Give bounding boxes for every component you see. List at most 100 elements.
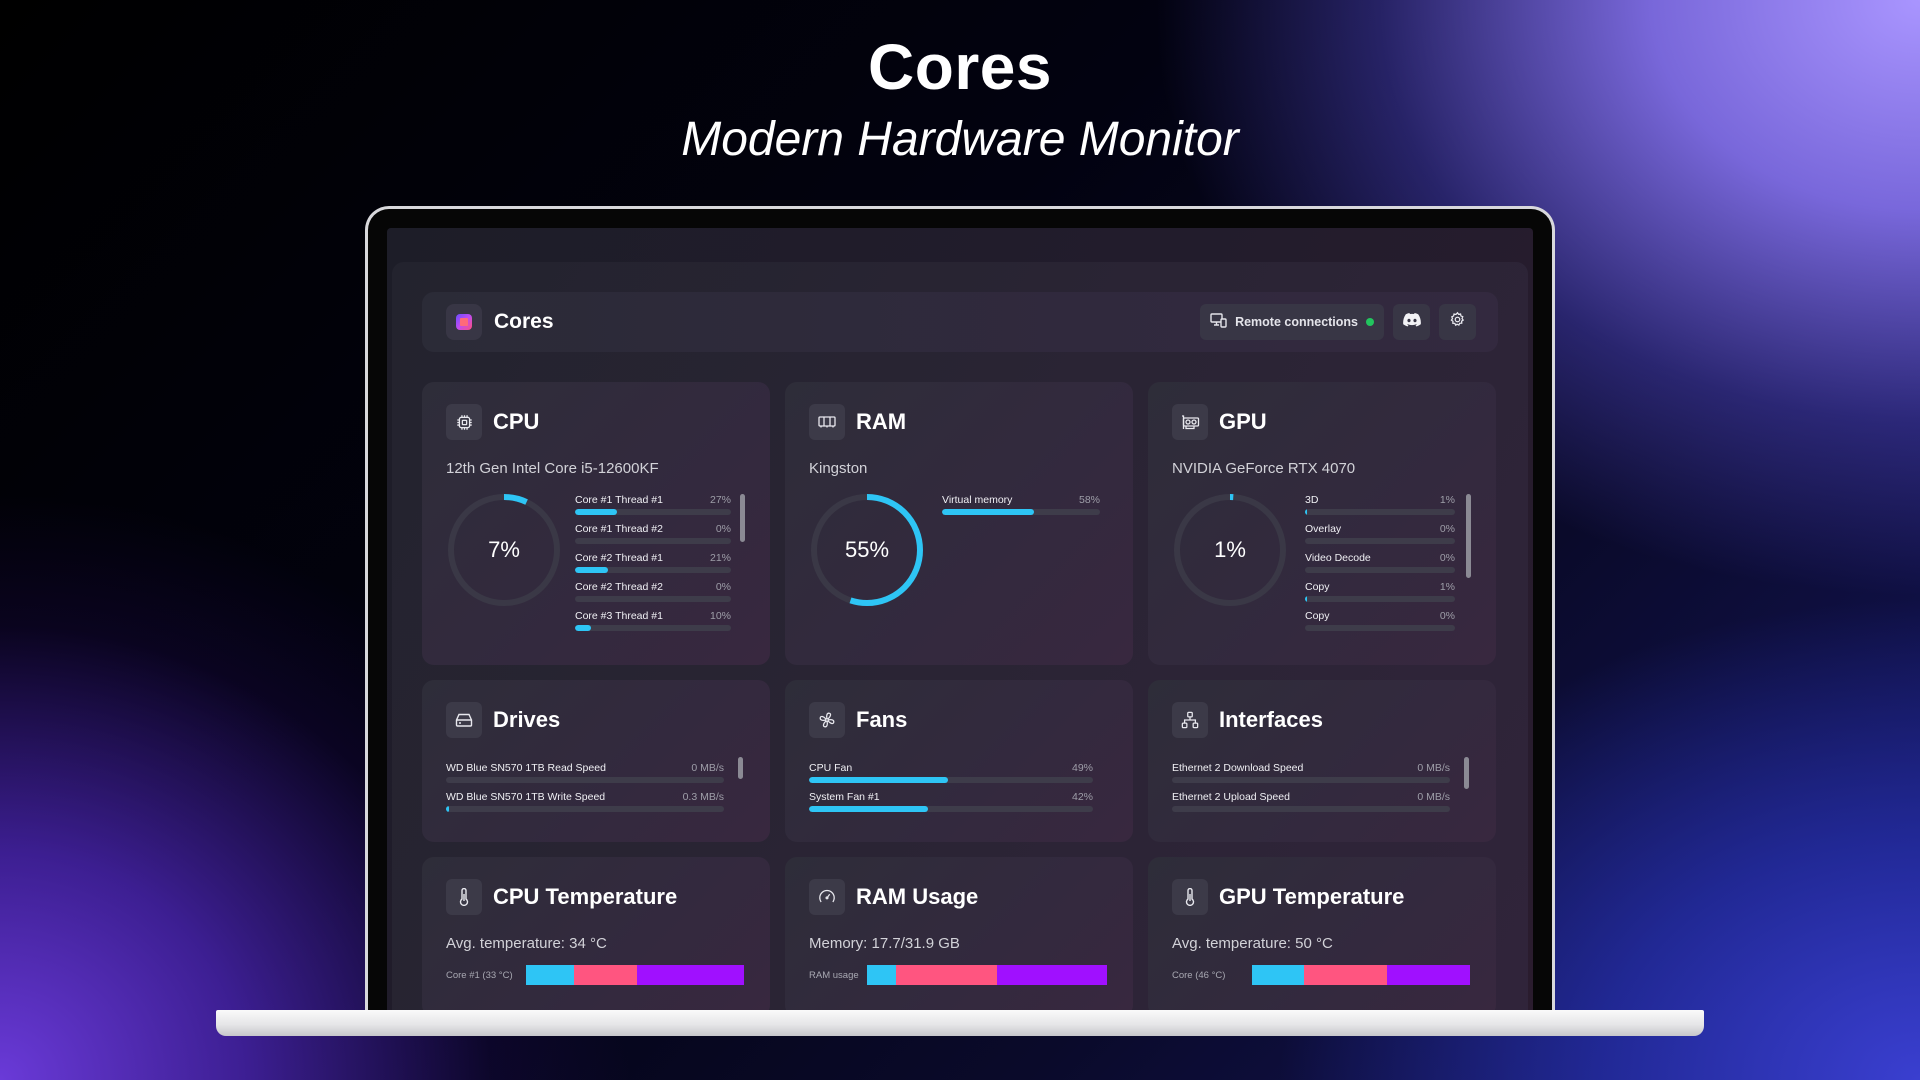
interfaces-card: Interfaces Ethernet 2 Download Speed 0 MB… [1148,680,1496,842]
ram-usage-card: RAM Usage Memory: 17.7/31.9 GB RAM usage [785,857,1133,1016]
drives-scrollbar[interactable] [738,757,743,779]
app-window: Cores Remote connections [392,262,1528,1016]
segment-low [867,965,896,985]
bar-value: 27% [709,494,731,506]
bar-label: Core #2 Thread #2 [575,581,663,593]
progress-track [942,509,1100,515]
progress-track [575,509,731,515]
list-item: Copy 0% [1305,610,1455,639]
bar-label: Ethernet 2 Upload Speed [1172,791,1290,803]
drives-list: WD Blue SN570 1TB Read Speed 0 MB/s WD Blu… [446,762,724,820]
remote-connections-label: Remote connections [1235,315,1358,329]
progress-track [1305,567,1455,573]
ram-card: RAM Kingston 55% Virtual memory 58% [785,382,1133,665]
drives-title: Drives [493,707,561,732]
list-item: Ethernet 2 Upload Speed 0 MB/s [1172,791,1450,820]
fan-icon [809,702,845,738]
bar-value: 0 MB/s [1417,762,1450,774]
app-titlebar: Cores Remote connections [422,292,1498,352]
segment-mid [573,965,638,985]
cpu-core-temp-label: Core #1 (33 °C) [446,970,513,981]
ram-vendor: Kingston [809,460,868,477]
discord-icon [1402,312,1421,332]
progress-track [1305,596,1455,602]
laptop-base [216,1010,1704,1036]
cpu-model: 12th Gen Intel Core i5-12600KF [446,460,659,477]
memory-module-icon [809,404,845,440]
bar-value: 0% [1439,610,1455,622]
progress-track [446,777,724,783]
bar-value: 10% [709,610,731,622]
gpu-engine-scrollbar[interactable] [1466,494,1471,578]
bar-value: 0% [1439,552,1455,564]
progress-track [575,538,731,544]
bar-label: Core #1 Thread #2 [575,523,663,535]
list-item: System Fan #1 42% [809,791,1093,820]
list-item: Core #1 Thread #2 0% [575,523,731,552]
cpu-usage-gauge: 7% [444,490,564,610]
gpu-title: GPU [1219,409,1267,434]
hero-title: Cores [868,31,1052,103]
settings-button[interactable] [1439,304,1476,340]
hero-subtitle: Modern Hardware Monitor [681,113,1239,166]
progress-track [1172,777,1450,783]
segment-mid [1304,965,1388,985]
list-item: Core #2 Thread #1 21% [575,552,731,581]
connection-status-dot [1366,318,1374,326]
bar-label: System Fan #1 [809,791,880,803]
bar-label: Ethernet 2 Download Speed [1172,762,1304,774]
ram-usage-title: RAM Usage [856,884,979,909]
list-item: WD Blue SN570 1TB Read Speed 0 MB/s [446,762,724,791]
laptop-frame: Cores Remote connections [365,206,1555,1016]
cpu-card: CPU 12th Gen Intel Core i5-12600KF 7% Co… [422,382,770,665]
progress-fill [575,567,608,573]
bar-label: Video Decode [1305,552,1371,564]
gpu-temperature-title: GPU Temperature [1219,884,1405,909]
ram-title: RAM [856,409,907,434]
bar-label: 3D [1305,494,1319,506]
progress-track [575,596,731,602]
bar-value: 49% [1071,762,1093,774]
ram-usage-gauge: 55% [807,490,927,610]
progress-track [1305,625,1455,631]
cpu-temperature-title: CPU Temperature [493,884,678,909]
cpu-thread-scrollbar[interactable] [740,494,745,542]
interfaces-list: Ethernet 2 Download Speed 0 MB/s Ethernet … [1172,762,1450,820]
bar-label: Core #3 Thread #1 [575,610,663,622]
list-item: 3D 1% [1305,494,1455,523]
bar-value: 0% [715,581,731,593]
progress-track [575,625,731,631]
bar-value: 58% [1078,494,1100,506]
ram-detail-list: Virtual memory 58% [942,494,1100,523]
list-item: Overlay 0% [1305,523,1455,552]
progress-fill [809,806,929,812]
progress-track [1172,806,1450,812]
segment-high [1387,965,1470,985]
laptop-screen: Cores Remote connections [387,228,1533,1016]
bar-value: 21% [709,552,731,564]
segment-mid [895,965,997,985]
ram-usage-label: RAM usage [809,970,859,981]
progress-fill [942,509,1034,515]
cpu-avg-temperature: Avg. temperature: 34 °C [446,935,607,952]
segment-low [1252,965,1305,985]
bar-value: 0 MB/s [691,762,724,774]
remote-connections-button[interactable]: Remote connections [1200,304,1384,340]
bar-label: WD Blue SN570 1TB Write Speed [446,791,606,803]
gear-icon [1449,311,1466,333]
gpu-card: GPU NVIDIA GeForce RTX 4070 1% 3D 1% Overl… [1148,382,1496,665]
fans-title: Fans [856,707,908,732]
list-item: Core #1 Thread #1 27% [575,494,731,523]
bar-label: WD Blue SN570 1TB Read Speed [446,762,606,774]
progress-fill [1305,596,1307,602]
discord-button[interactable] [1393,304,1430,340]
list-item: Ethernet 2 Download Speed 0 MB/s [1172,762,1450,791]
network-icon [1172,702,1208,738]
progress-track [809,777,1093,783]
bar-label: Virtual memory [942,494,1013,506]
app-logo-icon [446,304,482,340]
interfaces-scrollbar[interactable] [1464,757,1469,789]
gpu-avg-temperature: Avg. temperature: 50 °C [1172,935,1333,952]
bar-label: Copy [1305,581,1330,593]
fans-list: CPU Fan 49% System Fan #1 42% [809,762,1093,820]
